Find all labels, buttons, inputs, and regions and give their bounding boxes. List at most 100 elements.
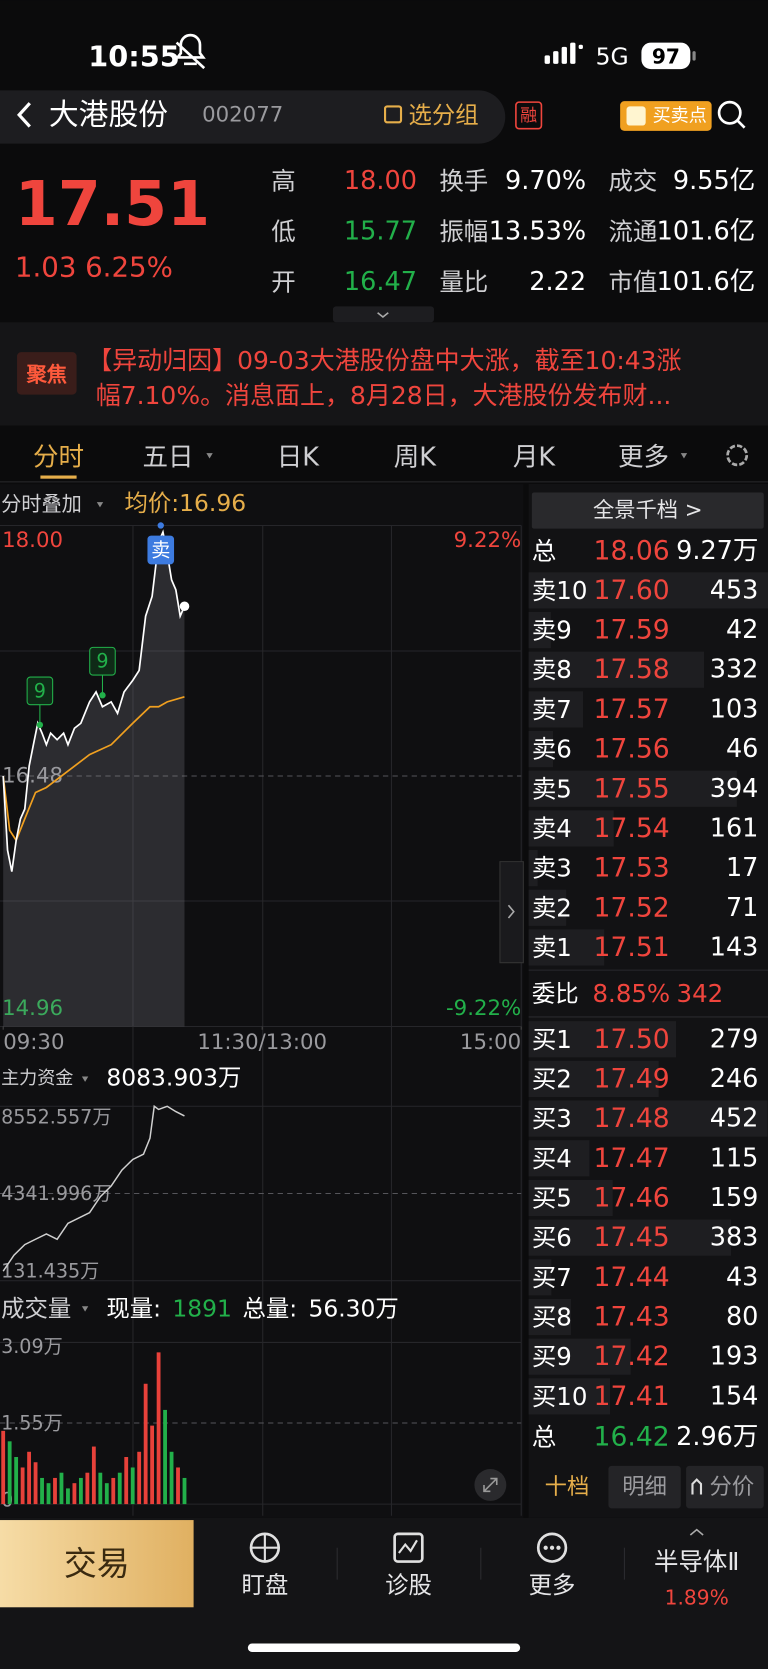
book-label: 买7: [532, 1263, 572, 1292]
marker-badge: [147, 535, 175, 565]
book-volume: 452: [710, 1104, 759, 1134]
depth-bar: [528, 1100, 768, 1137]
volume-bar: [72, 1483, 77, 1505]
book-tab[interactable]: 明细: [622, 1474, 667, 1500]
book-label: 买6: [532, 1223, 572, 1252]
x-tick-label: 09:30: [3, 1030, 64, 1055]
sector-pct: 1.89%: [665, 1586, 729, 1610]
sector-name[interactable]: 半导体Ⅱ: [654, 1547, 739, 1576]
book-label: 卖1: [532, 933, 572, 962]
book-tab[interactable]: 分价: [709, 1474, 754, 1500]
expand-arrow: [377, 312, 389, 319]
trade-button[interactable]: [0, 1520, 194, 1608]
news-line: 幅7.10%。消息面上，8月28日，大港股份发布财...: [96, 381, 672, 410]
volume-bar: [78, 1477, 83, 1505]
volume-bar: [137, 1451, 142, 1505]
mute-icon: [174, 33, 206, 70]
tab-active[interactable]: 分时: [33, 442, 84, 472]
tab[interactable]: 周K: [394, 442, 438, 472]
group-button[interactable]: 选分组: [408, 101, 478, 129]
overlay-label[interactable]: 分时叠加: [1, 492, 82, 516]
y2-tick-label: -9.22%: [446, 996, 521, 1021]
book-price: 16.42: [594, 1422, 670, 1453]
depth-bar: [528, 929, 605, 966]
depth-bar: [528, 1298, 571, 1336]
book-label: 卖4: [532, 814, 572, 843]
nav-item[interactable]: 更多: [529, 1571, 576, 1599]
book-volume: 159: [710, 1183, 759, 1213]
volume-bar: [169, 1451, 174, 1505]
book-volume: 42: [726, 615, 758, 645]
book-volume: 193: [710, 1342, 759, 1372]
book-tab[interactable]: 十档: [545, 1474, 590, 1500]
volume-bar: [156, 1352, 161, 1505]
stat-value: 9.70%: [505, 166, 586, 196]
volume-bar: [20, 1467, 25, 1505]
ratio-diff: 342: [677, 979, 724, 1008]
book-price: 17.45: [594, 1222, 670, 1253]
volume-label[interactable]: 成交量: [1, 1294, 71, 1322]
book-volume: 2.96万: [676, 1422, 758, 1452]
book-label: 卖9: [532, 616, 572, 645]
book-price: 17.48: [594, 1103, 670, 1134]
clock: 10:55: [88, 39, 179, 73]
news-panel[interactable]: [0, 322, 768, 426]
tab[interactable]: 日K: [277, 442, 321, 472]
orderbook-title-box[interactable]: [531, 492, 764, 529]
depth-bar: [528, 810, 614, 847]
nav-icon: [543, 1545, 561, 1550]
book-volume: 332: [710, 655, 759, 685]
nav-icon: [536, 1532, 568, 1563]
book-label: 买5: [532, 1183, 572, 1212]
depth-bar: [528, 889, 567, 926]
tab[interactable]: 月K: [513, 442, 557, 472]
book-volume: 71: [726, 893, 758, 923]
settings-icon[interactable]: [726, 444, 749, 467]
stat-value: 9.55亿: [673, 166, 755, 196]
nav-icon: [251, 1533, 279, 1562]
news-line: 【异动归因】09-03大港股份盘中大涨，截至10:43涨: [87, 346, 681, 375]
depth-bar: [528, 572, 768, 609]
volume-bar: [130, 1467, 135, 1505]
book-price: 17.44: [594, 1262, 670, 1293]
search-icon[interactable]: [717, 100, 742, 125]
book-tab-box: [686, 1465, 764, 1509]
news-tag-box: [17, 352, 77, 395]
expand-tab[interactable]: [332, 306, 434, 323]
book-volume: 46: [726, 734, 758, 764]
fullscreen-icon: [483, 1477, 498, 1493]
news-tag: 聚焦: [26, 362, 67, 386]
stat-value: 16.47: [344, 267, 417, 297]
avg-price: 均价:16.96: [124, 489, 246, 517]
nav-icon: [393, 1532, 424, 1563]
volume-bar: [176, 1467, 180, 1505]
side-handle[interactable]: [499, 861, 524, 964]
tab[interactable]: 更多: [618, 442, 669, 472]
charts: 18.00 16.48 14.96 9.22% -9.22% 09:30 11:30/13:…: [0, 522, 522, 1511]
depth-bar: [528, 611, 551, 649]
volume-total: 56.30万: [308, 1294, 398, 1322]
book-label: 卖5: [532, 774, 572, 803]
book-price: 18.06: [594, 536, 670, 567]
depth-bar: [528, 1338, 631, 1375]
nav-item[interactable]: 盯盘: [241, 1571, 288, 1599]
volume-bar: [59, 1472, 64, 1505]
tab-dropdown: [680, 453, 688, 459]
depth-bar: [528, 770, 737, 807]
depth-bar: [528, 1140, 590, 1177]
tab[interactable]: 五日: [143, 442, 194, 472]
book-price: 17.55: [594, 773, 670, 804]
book-label: 买9: [532, 1342, 572, 1371]
fund-label[interactable]: 主力资金: [1, 1068, 73, 1089]
volume-now-label: 现量:: [106, 1294, 161, 1322]
y2-tick-label: 9.22%: [454, 528, 522, 553]
back-button[interactable]: [16, 102, 31, 128]
nav-item[interactable]: 诊股: [385, 1571, 432, 1599]
book-volume: 161: [710, 813, 759, 843]
book-label: 买3: [532, 1104, 572, 1133]
book-price: 17.51: [594, 932, 670, 963]
y-tick-label: 14.96: [2, 996, 63, 1021]
book-volume: 43: [726, 1262, 758, 1292]
volume-bar: [150, 1425, 155, 1505]
book-price: 17.58: [594, 654, 670, 685]
